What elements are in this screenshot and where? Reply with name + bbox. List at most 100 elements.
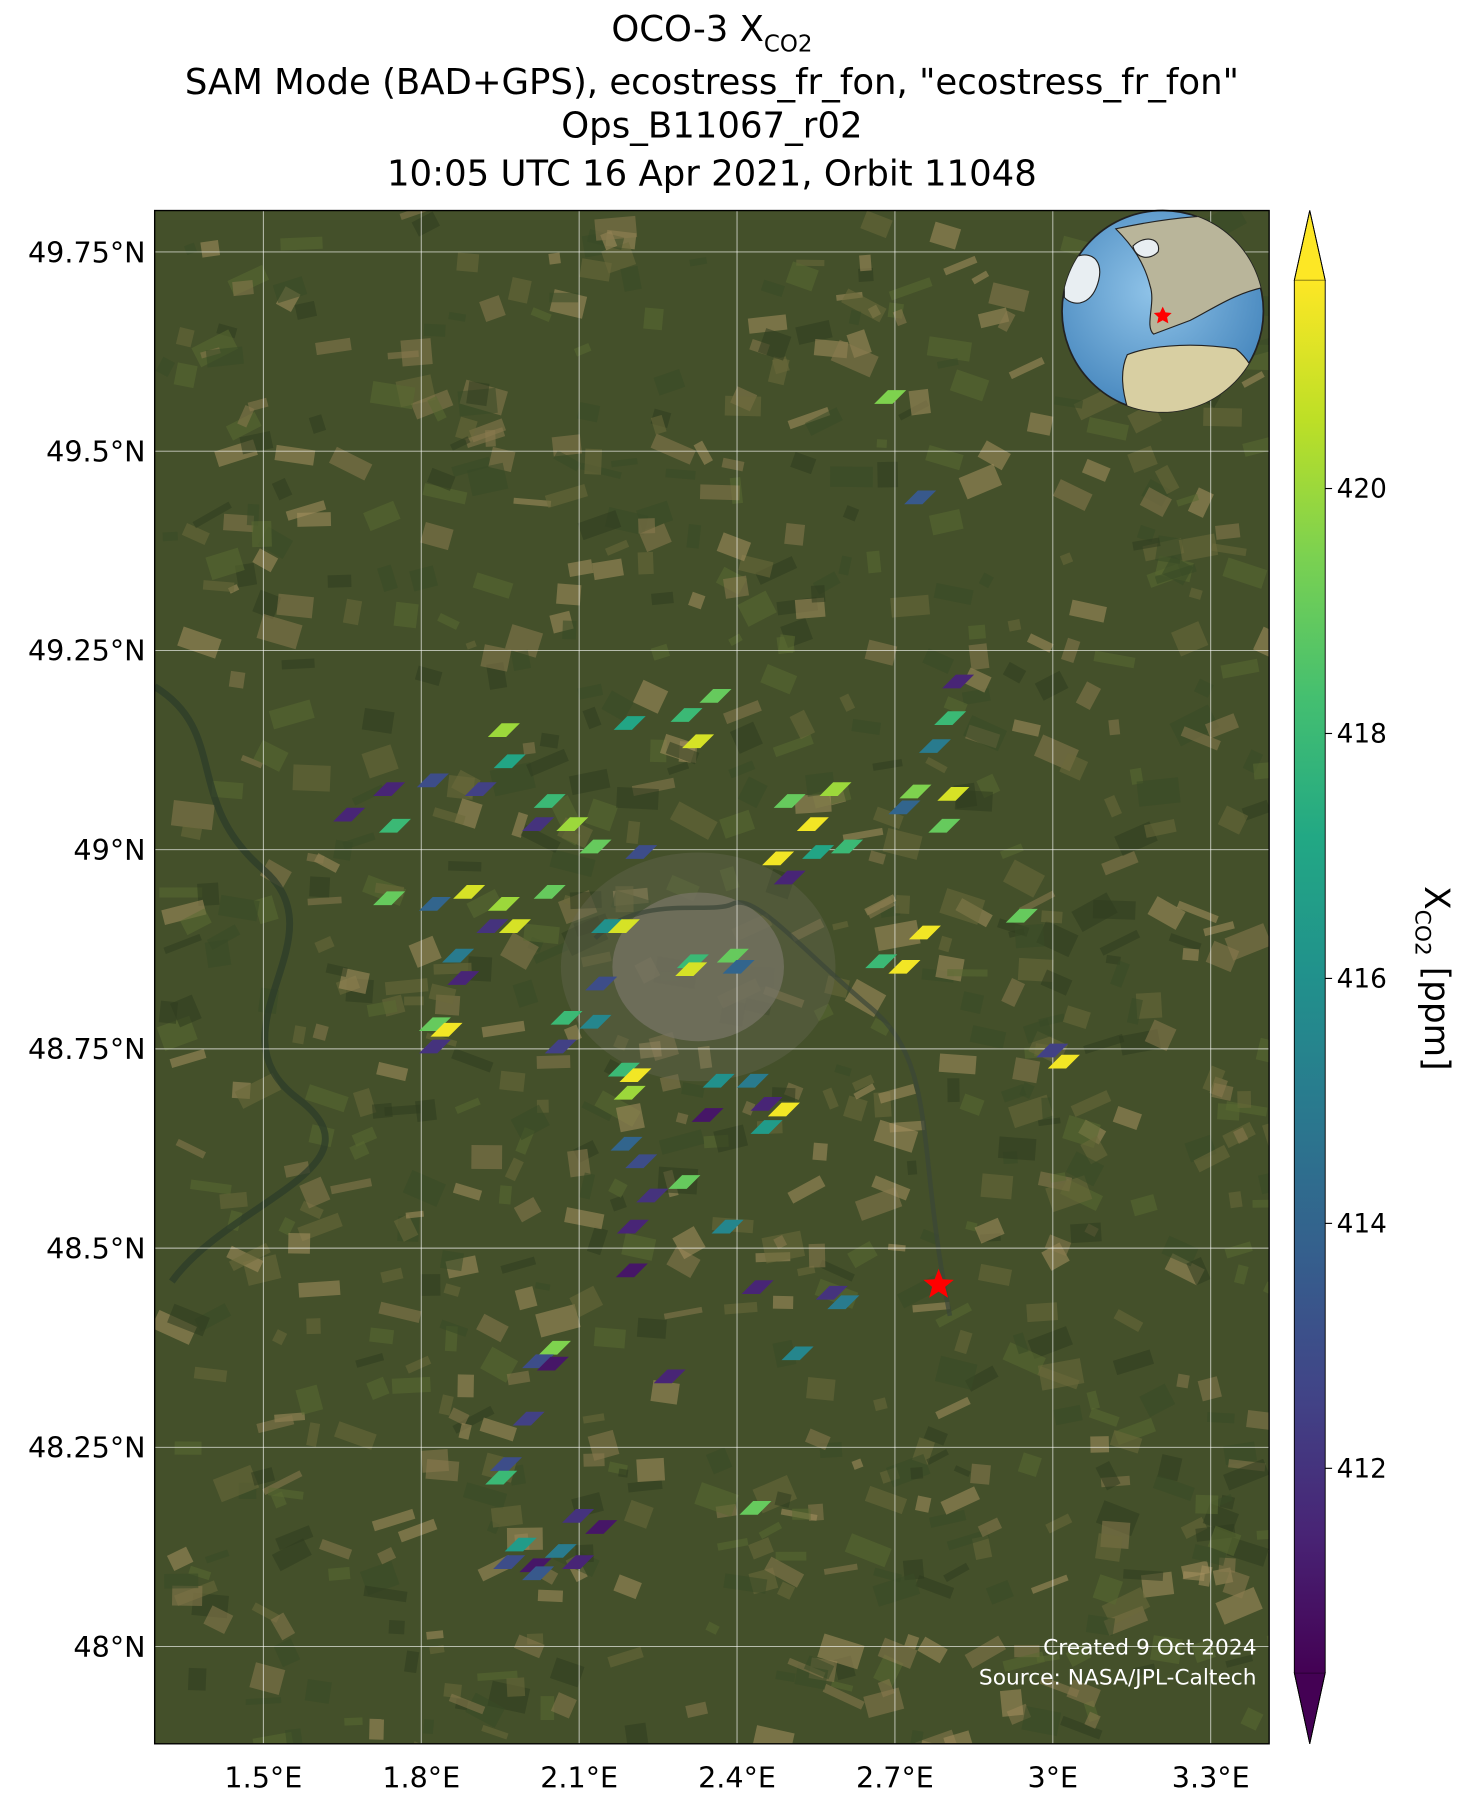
field <box>1069 599 1107 623</box>
field <box>1268 1547 1270 1572</box>
field <box>1099 929 1141 956</box>
field <box>448 311 467 322</box>
colorbar-outline <box>1293 210 1326 1744</box>
field <box>830 1680 854 1692</box>
field <box>328 1566 351 1581</box>
field <box>1130 1194 1158 1217</box>
field <box>1143 818 1177 838</box>
field <box>1171 621 1209 657</box>
credit: Created 9 Oct 2024 <box>1043 1636 1256 1661</box>
colorbar-label-unit: [ppm] <box>1416 956 1456 1071</box>
field <box>512 979 539 1008</box>
sounding <box>585 1520 618 1534</box>
field <box>1204 713 1240 739</box>
field <box>865 896 896 919</box>
sounding <box>711 1219 744 1234</box>
field <box>760 279 785 297</box>
sounding <box>1005 908 1038 923</box>
land <box>1132 238 1160 258</box>
field <box>1259 295 1270 319</box>
field <box>672 1226 706 1260</box>
field <box>551 434 582 457</box>
field <box>514 1286 538 1311</box>
field <box>851 1458 864 1470</box>
field <box>376 1061 409 1082</box>
field <box>539 732 560 749</box>
field <box>563 1024 582 1044</box>
field <box>1191 1639 1216 1664</box>
field <box>587 1429 620 1461</box>
field <box>953 1465 971 1478</box>
field <box>613 1574 642 1600</box>
field <box>808 1243 826 1268</box>
field <box>748 1537 774 1560</box>
sounding <box>653 1369 686 1384</box>
field <box>1112 1105 1142 1131</box>
field <box>369 381 416 410</box>
field <box>522 742 536 755</box>
y-tick-label: 49.25°N <box>28 634 146 668</box>
field <box>544 483 588 508</box>
y-tick-label: 49.5°N <box>46 435 145 469</box>
field <box>576 402 601 423</box>
sounding <box>908 925 941 940</box>
field <box>540 1696 555 1720</box>
field <box>872 806 904 830</box>
field <box>789 709 816 740</box>
field <box>569 1285 604 1318</box>
sounding <box>636 1188 669 1203</box>
field <box>429 1644 445 1655</box>
field <box>1207 1525 1242 1557</box>
field <box>1217 805 1249 835</box>
field <box>404 996 424 1006</box>
field <box>549 1657 585 1688</box>
field <box>306 852 325 864</box>
field <box>581 1101 613 1122</box>
field <box>513 1196 542 1223</box>
field <box>761 1230 806 1264</box>
field <box>915 1729 957 1744</box>
field <box>1084 1711 1101 1729</box>
field <box>268 699 315 730</box>
field <box>1012 1332 1029 1355</box>
field <box>175 1138 207 1159</box>
field <box>202 580 235 593</box>
field <box>232 280 254 297</box>
sounding <box>416 773 449 788</box>
sounding <box>739 1501 772 1515</box>
field <box>432 807 466 825</box>
sounding <box>607 1062 640 1077</box>
field <box>211 780 244 800</box>
field <box>1011 719 1041 737</box>
field <box>1002 661 1027 684</box>
field <box>181 523 210 545</box>
field <box>312 1023 329 1041</box>
field <box>1002 1651 1045 1672</box>
field <box>838 555 852 576</box>
field <box>796 1265 816 1277</box>
field <box>489 762 536 797</box>
x-tick-label: 2.1°E <box>540 1760 618 1794</box>
field <box>333 839 353 861</box>
field <box>775 1670 796 1683</box>
field <box>1123 1569 1164 1582</box>
field <box>203 1605 234 1635</box>
field <box>1086 416 1130 441</box>
field <box>870 1017 892 1037</box>
title-line-4: 10:05 UTC 16 Apr 2021, Orbit 11048 <box>387 153 1037 194</box>
field <box>212 1464 260 1503</box>
field <box>1168 933 1202 952</box>
field <box>810 585 826 603</box>
field <box>1144 1019 1177 1052</box>
field <box>325 963 348 977</box>
field <box>623 1499 654 1529</box>
field <box>423 1719 435 1735</box>
field <box>567 559 594 577</box>
y-tick-label: 49.75°N <box>28 235 146 269</box>
field <box>878 1083 916 1104</box>
field <box>573 913 610 937</box>
field <box>912 1301 951 1313</box>
field <box>817 1633 865 1670</box>
field <box>485 429 496 447</box>
field <box>615 1103 645 1133</box>
